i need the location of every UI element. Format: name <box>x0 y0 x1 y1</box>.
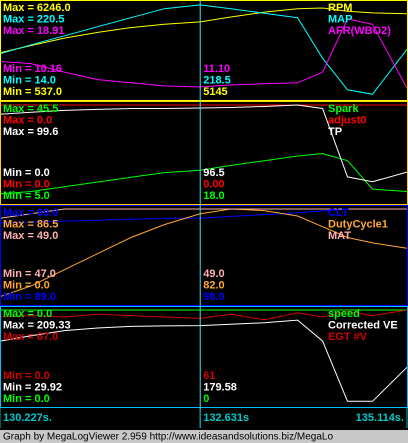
series-name: DutyCycle1 <box>328 218 388 230</box>
cursor-value: 61 <box>203 370 215 382</box>
series-name: MAT <box>328 230 351 242</box>
cursor-value: 179.58 <box>203 381 237 393</box>
trace <box>0 7 408 54</box>
series-name: MAP <box>328 13 352 25</box>
max-label: Max = 99.0 <box>3 207 58 219</box>
series-name: CLT <box>328 207 349 219</box>
series-name: speed <box>328 308 360 320</box>
min-label: Min = 29.92 <box>3 381 62 393</box>
min-label: Min = 537.0 <box>3 86 62 98</box>
footer-bar <box>0 430 408 443</box>
min-label: Min = 89.0 <box>3 291 56 303</box>
trace <box>0 319 408 402</box>
max-label: Max = 99.6 <box>3 126 58 138</box>
cursor-value: 18.0 <box>203 190 224 202</box>
max-label: Max = 0.0 <box>3 308 52 320</box>
time-label: 132.631s <box>203 412 249 424</box>
trace <box>0 208 408 298</box>
cursor-value: 11.10 <box>203 63 230 75</box>
cursor-value: 0 <box>203 393 209 405</box>
cursor-value: 82.0 <box>203 279 224 291</box>
cursor-value: 5145 <box>203 86 227 98</box>
min-label: Min = 14.0 <box>3 74 56 86</box>
min-label: Min = 0.0 <box>3 279 50 291</box>
min-label: Min = 5.0 <box>3 190 50 202</box>
min-label: Min = 0.0 <box>3 393 50 405</box>
series-name: Corrected VE <box>328 319 398 331</box>
series-name: Spark <box>328 103 359 115</box>
series-name: EGT #V <box>328 331 368 343</box>
series-name: RPM <box>328 2 352 14</box>
min-label: Min = 10.16 <box>3 63 62 75</box>
min-label: Min = 47.0 <box>3 268 56 280</box>
max-label: Max = 0.0 <box>3 114 52 126</box>
series-name: AFR(WBO2) <box>328 25 391 37</box>
max-label: Max = 18.91 <box>3 25 64 37</box>
max-label: Max = 6246.0 <box>3 2 71 14</box>
max-label: Max = 67.0 <box>3 331 58 343</box>
trace <box>0 18 408 89</box>
min-label: Min = 0.0 <box>3 167 50 179</box>
max-label: Max = 86.5 <box>3 218 58 230</box>
cursor-value: 49.0 <box>203 268 224 280</box>
cursor-value: 96.5 <box>203 167 224 179</box>
max-label: Max = 209.33 <box>3 319 71 331</box>
min-label: Min = 0.0 <box>3 370 50 382</box>
time-label: 135.114s. <box>356 412 404 424</box>
cursor-value: 218.5 <box>203 74 231 86</box>
cursor-value: 0.00 <box>203 178 224 190</box>
series-name: TP <box>328 126 342 138</box>
trace <box>0 4 408 95</box>
cursor-value: 98.0 <box>203 291 224 303</box>
trace <box>0 309 408 321</box>
min-label: Min = 0.0 <box>3 178 50 190</box>
trace <box>0 153 408 195</box>
max-label: Max = 220.5 <box>3 13 64 25</box>
footer-text: Graph by MegaLogViewer 2.959 http://www.… <box>3 432 333 443</box>
max-label: Max = 45.5 <box>3 103 58 115</box>
series-name: adjust0 <box>328 114 367 126</box>
max-label: Max = 49.0 <box>3 230 58 242</box>
trace <box>0 104 408 183</box>
time-label: 130.227s. <box>3 412 52 424</box>
trace <box>0 208 407 219</box>
